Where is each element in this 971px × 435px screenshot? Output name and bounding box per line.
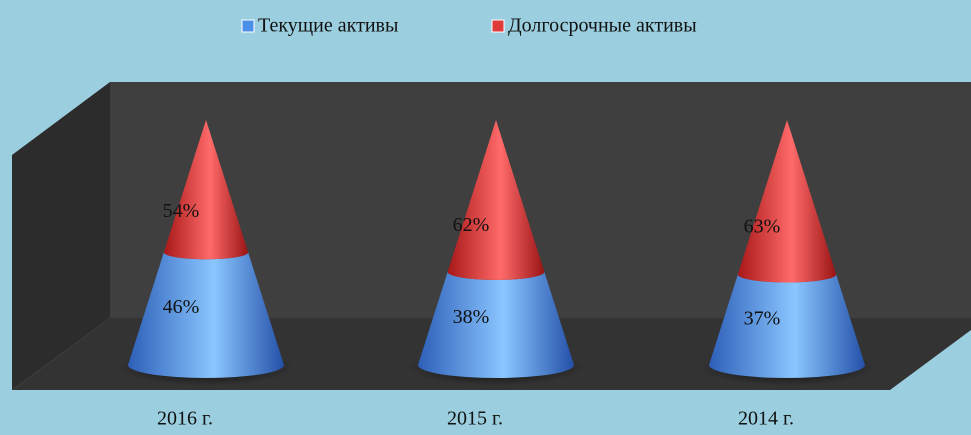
data-label: 54%: [163, 200, 200, 222]
legend-swatch: [491, 19, 505, 33]
x-tick-label: 2016 г.: [157, 408, 213, 430]
cone-segment: [447, 120, 545, 280]
legend: Текущие активы Долгосрочные активы: [241, 15, 697, 37]
plot: 46% 54% 2016 г. 38% 62% 2015 г. 37% 63% 2014 г.: [118, 120, 875, 430]
data-label: 37%: [744, 307, 781, 329]
legend-swatch: [241, 19, 255, 33]
data-label: 62%: [453, 214, 490, 236]
cone-segment: [709, 274, 865, 378]
x-tick-label: 2014 г.: [738, 408, 794, 430]
side-wall: [12, 82, 110, 390]
cone-segment: [737, 120, 837, 283]
legend-label: Долгосрочные активы: [508, 15, 697, 37]
x-tick-label: 2015 г.: [447, 408, 503, 430]
cone-segment: [418, 271, 574, 378]
cone-segment: [128, 252, 284, 378]
data-label: 63%: [744, 216, 781, 238]
legend-label: Текущие активы: [258, 15, 398, 37]
data-label: 46%: [163, 296, 200, 318]
data-label: 38%: [453, 306, 490, 328]
cone-segment: [163, 120, 249, 260]
